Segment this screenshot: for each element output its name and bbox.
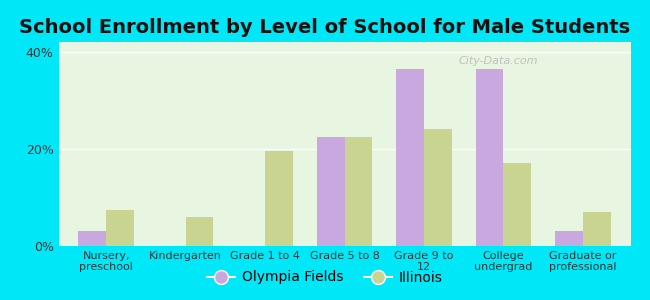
Bar <box>424 129 452 246</box>
Text: City-Data.com: City-Data.com <box>459 56 538 66</box>
Bar <box>476 69 503 246</box>
Bar <box>583 212 610 246</box>
Bar <box>396 69 424 246</box>
Bar <box>555 231 583 246</box>
Bar <box>344 137 372 246</box>
Bar <box>317 137 345 246</box>
Bar <box>186 217 213 246</box>
Bar <box>503 164 531 246</box>
Bar <box>79 231 106 246</box>
Text: School Enrollment by Level of School for Male Students: School Enrollment by Level of School for… <box>20 18 630 37</box>
Bar <box>106 210 134 246</box>
Bar <box>265 151 293 246</box>
Legend: Olympia Fields, Illinois: Olympia Fields, Illinois <box>202 265 448 290</box>
